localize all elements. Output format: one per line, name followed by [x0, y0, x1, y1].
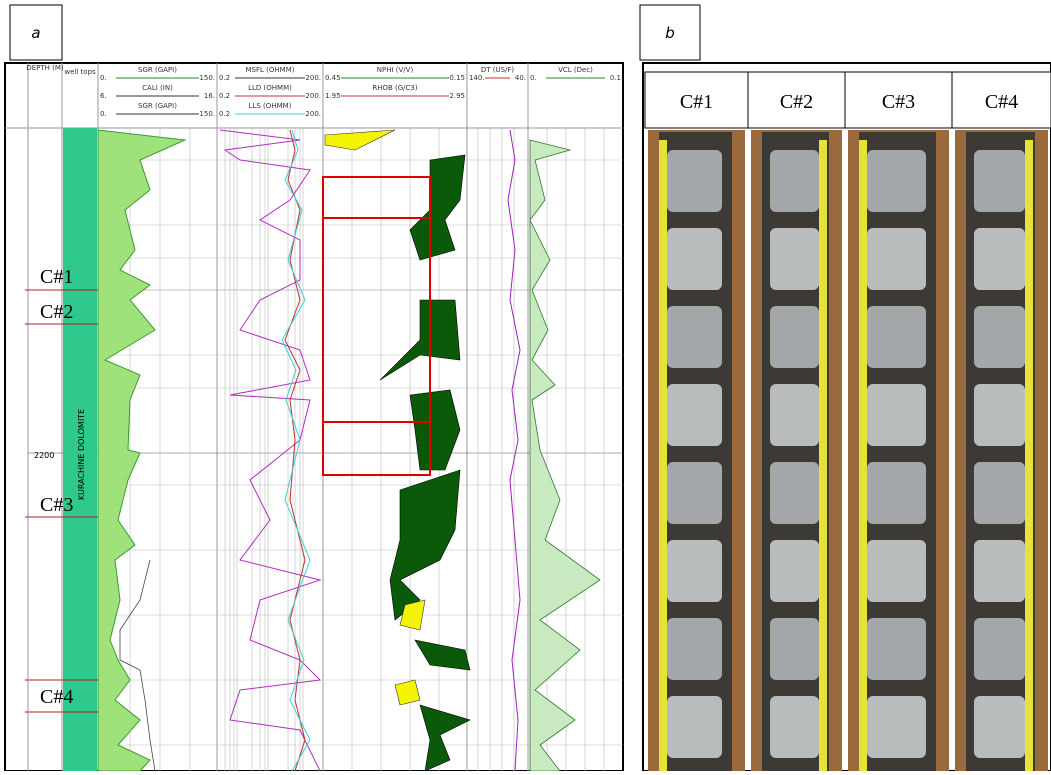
core-label: C#2 — [40, 301, 73, 323]
scale-right: -0.15 — [447, 74, 465, 82]
core-piece — [667, 696, 722, 758]
core-photos: C#1 C#2 C#3 C#4 — [643, 63, 1051, 771]
figure: a b — [0, 0, 1051, 771]
depth-label: 2200 — [34, 451, 54, 460]
measuring-tape — [819, 140, 827, 771]
core-piece — [770, 462, 819, 524]
curve-name: RHOB (G/C3) — [372, 84, 418, 92]
core-piece — [867, 618, 926, 680]
panel-label: b — [665, 24, 675, 42]
scale-right: 150. — [199, 74, 215, 82]
core-piece — [867, 384, 926, 446]
core-piece — [667, 150, 722, 212]
scale-right: 16. — [204, 92, 215, 100]
core-piece — [974, 228, 1025, 290]
measuring-tape — [859, 140, 867, 771]
well-tops-header: well tops — [64, 68, 96, 76]
column-title: C#2 — [780, 91, 813, 113]
scale-right: 200. — [305, 110, 321, 118]
scale-left: 0.2 — [219, 74, 230, 82]
core-piece — [974, 462, 1025, 524]
curve-name: LLD (OHMM) — [248, 84, 292, 92]
core-piece — [867, 462, 926, 524]
scale-left: 1.95 — [325, 92, 341, 100]
curve-name: CALI (IN) — [142, 84, 173, 92]
core-piece — [667, 540, 722, 602]
core-piece — [867, 540, 926, 602]
scale-left: 140. — [469, 74, 485, 82]
core-piece — [974, 540, 1025, 602]
scale-left: 6. — [100, 92, 107, 100]
curve-name: VCL (Dec) — [558, 66, 593, 74]
curve-name: LLS (OHMM) — [249, 102, 292, 110]
scale-left: 0. — [530, 74, 537, 82]
core-piece — [974, 618, 1025, 680]
core-piece — [667, 306, 722, 368]
core-piece — [974, 696, 1025, 758]
core-piece — [770, 540, 819, 602]
scale-right: 150. — [199, 110, 215, 118]
scale-left: 0. — [100, 74, 107, 82]
column-title: C#1 — [680, 91, 713, 113]
core-label: C#4 — [40, 686, 73, 708]
formation-label: KURACHINE DOLOMITE — [77, 409, 86, 500]
curve-name: MSFL (OHMM) — [246, 66, 295, 74]
scale-left: 0.45 — [325, 74, 341, 82]
core-piece — [667, 228, 722, 290]
scale-right: 200. — [305, 74, 321, 82]
core-piece — [770, 696, 819, 758]
scale-right: 40. — [515, 74, 526, 82]
core-piece — [667, 462, 722, 524]
scale-left: 0. — [100, 110, 107, 118]
column-title: C#3 — [882, 91, 915, 113]
curve-name: DT (US/F) — [481, 66, 515, 74]
core-piece — [770, 384, 819, 446]
panel-label: a — [31, 24, 40, 42]
core-piece — [770, 306, 819, 368]
core-piece — [770, 150, 819, 212]
core-piece — [974, 384, 1025, 446]
measuring-tape — [659, 140, 667, 771]
core-piece — [667, 618, 722, 680]
core-piece — [974, 150, 1025, 212]
depth-header: DEPTH (M) — [26, 64, 64, 72]
core-piece — [667, 384, 722, 446]
core-piece — [867, 306, 926, 368]
core-piece — [770, 228, 819, 290]
core-piece — [770, 618, 819, 680]
column-title: C#4 — [985, 91, 1018, 113]
core-label: C#3 — [40, 494, 73, 516]
core-label: C#1 — [40, 266, 73, 288]
scale-right: 200. — [305, 92, 321, 100]
scale-left: 0.2 — [219, 92, 230, 100]
curve-name: SGR (GAPI) — [138, 102, 177, 110]
well-log: KURACHINE DOLOMITE 2200 C#1 C#2 C#3 C#4 SGR… — [5, 63, 623, 771]
core-piece — [974, 306, 1025, 368]
scale-left: 0.2 — [219, 110, 230, 118]
core-piece — [867, 150, 926, 212]
scale-right: 2.95 — [449, 92, 465, 100]
core-piece — [867, 228, 926, 290]
curve-name: SGR (GAPI) — [138, 66, 177, 74]
measuring-tape — [1025, 140, 1033, 771]
scale-right: 0.1 — [610, 74, 621, 82]
core-piece — [867, 696, 926, 758]
curve-name: NPHI (V/V) — [377, 66, 414, 74]
